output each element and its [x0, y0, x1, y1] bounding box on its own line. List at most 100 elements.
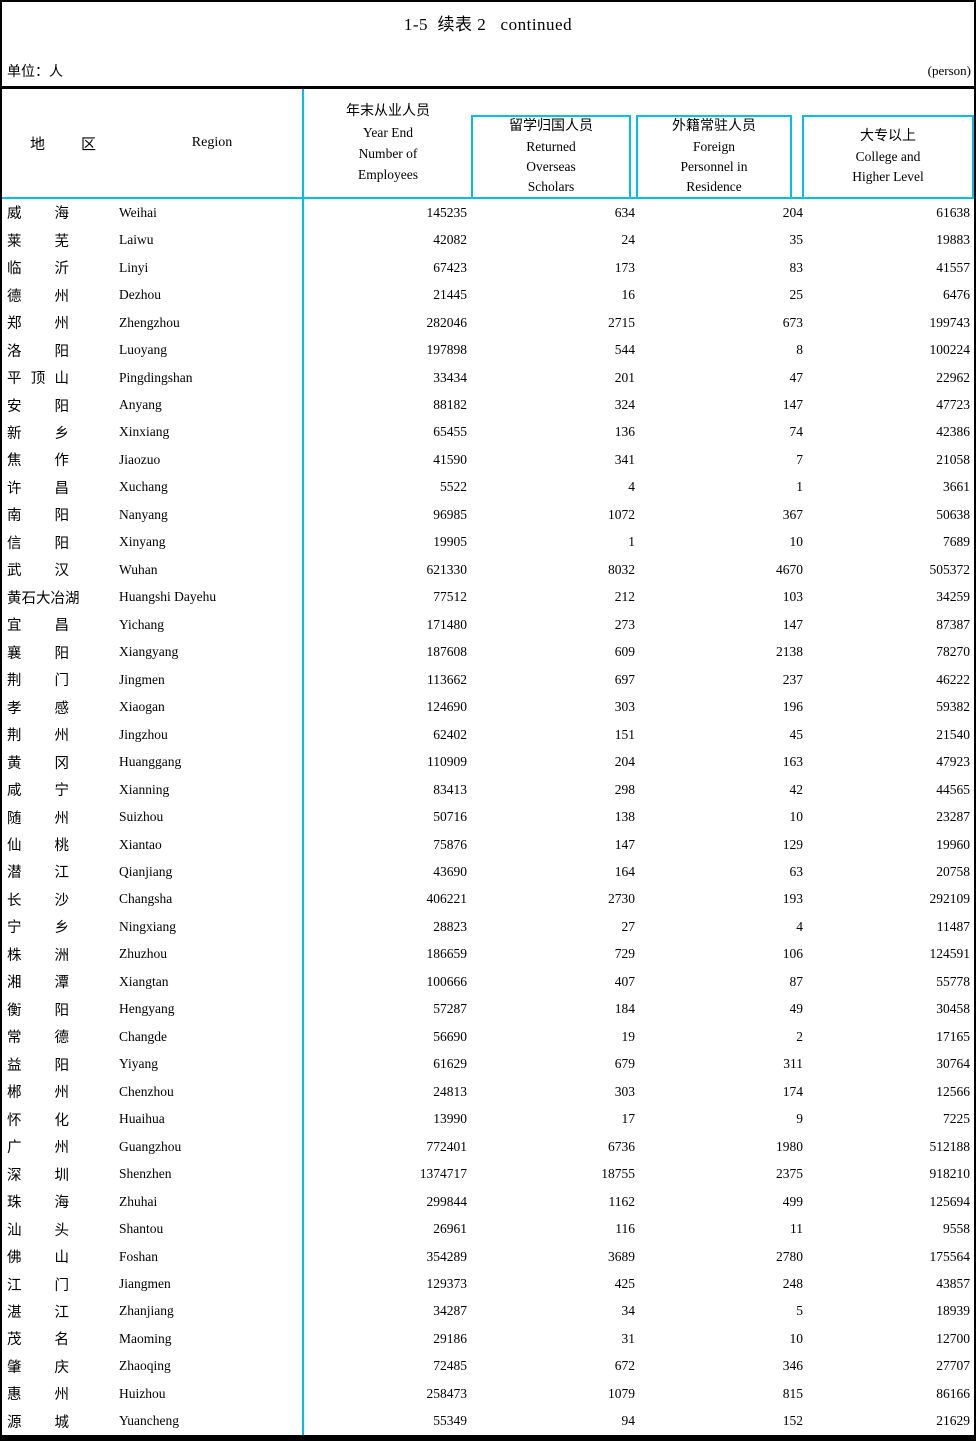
col-header-foreign-personnel-box: 外籍常驻人员 Foreign Personnel in Residence: [636, 115, 792, 197]
region-name-zh: 安阳: [7, 398, 69, 415]
value-college-and-higher: 23287: [936, 809, 970, 825]
value-returned-overseas-scholars: 324: [614, 397, 635, 413]
header-line: Residence: [686, 179, 742, 194]
table-row: 黄石大冶湖 Huangshi Dayehu 77512 212 103 3425…: [2, 584, 974, 611]
value-foreign-personnel: 815: [782, 1385, 803, 1401]
col-header-year-end-employees: 年末从业人员 Year End Number of Employees: [303, 89, 473, 197]
table-row: 莱芜 Laiwu 42082 24 35 19883: [2, 226, 974, 253]
value-college-and-higher: 50638: [936, 506, 970, 522]
region-name-zh: 潜江: [7, 865, 69, 882]
table-row: 平顶山 Pingdingshan 33434 201 47 22962: [2, 364, 974, 391]
value-foreign-personnel: 346: [782, 1358, 803, 1374]
region-name-en: Zhuzhou: [119, 946, 167, 962]
region-name-zh: 汕头: [7, 1222, 69, 1239]
value-returned-overseas-scholars: 34: [621, 1303, 636, 1319]
value-year-end-employees: 197898: [426, 342, 468, 358]
table-row: 咸宁 Xianning 83413 298 42 44565: [2, 776, 974, 803]
table-row: 湘潭 Xiangtan 100666 407 87 55778: [2, 968, 974, 995]
region-name-zh: 郴州: [7, 1085, 69, 1102]
value-foreign-personnel: 103: [782, 589, 803, 605]
value-returned-overseas-scholars: 1: [628, 534, 635, 550]
value-returned-overseas-scholars: 425: [614, 1276, 635, 1292]
region-name-en: Laiwu: [119, 232, 154, 248]
value-foreign-personnel: 9: [796, 1111, 803, 1127]
value-returned-overseas-scholars: 18755: [601, 1166, 635, 1182]
region-name-en: Xiangyang: [119, 644, 179, 660]
region-name-en: Pingdingshan: [119, 369, 193, 385]
region-name-en: Dezhou: [119, 287, 161, 303]
value-year-end-employees: 772401: [426, 1138, 468, 1154]
table-row: 新乡 Xinxiang 65455 136 74 42386: [2, 419, 974, 446]
value-returned-overseas-scholars: 8032: [608, 561, 635, 577]
header-line: Scholars: [527, 179, 575, 194]
value-year-end-employees: 113662: [427, 671, 467, 687]
region-name-zh: 咸宁: [7, 783, 69, 800]
value-returned-overseas-scholars: 303: [614, 699, 635, 715]
value-returned-overseas-scholars: 138: [614, 809, 635, 825]
value-year-end-employees: 299844: [426, 1193, 468, 1209]
value-foreign-personnel: 63: [789, 863, 804, 879]
region-name-en: Huaihua: [119, 1111, 165, 1127]
value-foreign-personnel: 2: [796, 1028, 803, 1044]
region-name-zh: 武汉: [7, 563, 69, 580]
region-name-en: Zhengzhou: [119, 314, 180, 330]
region-name-en: Foshan: [119, 1248, 159, 1264]
value-foreign-personnel: 129: [782, 836, 803, 852]
region-name-en: Shantou: [119, 1221, 164, 1237]
region-name-en: Xiangtan: [119, 973, 169, 989]
region-name-zh: 黄石大冶湖: [7, 590, 80, 607]
value-year-end-employees: 56690: [433, 1028, 467, 1044]
value-returned-overseas-scholars: 2730: [608, 891, 635, 907]
value-returned-overseas-scholars: 164: [614, 863, 635, 879]
value-college-and-higher: 47723: [936, 397, 970, 413]
value-college-and-higher: 42386: [936, 424, 970, 440]
value-college-and-higher: 7225: [943, 1111, 970, 1127]
table-row: 株洲 Zhuzhou 186659 729 106 124591: [2, 941, 974, 968]
value-returned-overseas-scholars: 2715: [608, 314, 635, 330]
region-name-en: Xianning: [119, 781, 170, 797]
value-foreign-personnel: 248: [782, 1276, 803, 1292]
value-returned-overseas-scholars: 27: [621, 918, 636, 934]
value-returned-overseas-scholars: 16: [621, 287, 636, 303]
table-row: 怀化 Huaihua 13990 17 9 7225: [2, 1105, 974, 1132]
table-row: 随州 Suizhou 50716 138 10 23287: [2, 803, 974, 830]
region-name-zh: 南阳: [7, 508, 69, 525]
value-college-and-higher: 19960: [936, 836, 970, 852]
region-name-en: Zhuhai: [119, 1193, 158, 1209]
value-foreign-personnel: 174: [782, 1083, 803, 1099]
header-line: Overseas: [526, 159, 576, 174]
value-year-end-employees: 77512: [433, 589, 467, 605]
value-year-end-employees: 186659: [426, 946, 468, 962]
table-row: 郴州 Chenzhou 24813 303 174 12566: [2, 1078, 974, 1105]
region-name-en: Chenzhou: [119, 1083, 174, 1099]
region-name-en: Yuancheng: [119, 1413, 179, 1429]
region-name-zh: 孝感: [7, 700, 69, 717]
region-name-en: Changsha: [119, 891, 173, 907]
table-row: 珠海 Zhuhai 299844 1162 499 125694: [2, 1188, 974, 1215]
value-returned-overseas-scholars: 31: [621, 1330, 636, 1346]
value-returned-overseas-scholars: 212: [614, 589, 635, 605]
region-name-en: Qianjiang: [119, 863, 173, 879]
value-college-and-higher: 175564: [929, 1248, 971, 1264]
value-foreign-personnel: 147: [782, 616, 803, 632]
value-year-end-employees: 129373: [426, 1276, 468, 1292]
value-returned-overseas-scholars: 173: [614, 259, 635, 275]
region-name-en: Anyang: [119, 397, 162, 413]
value-college-and-higher: 918210: [929, 1166, 971, 1182]
region-name-zh: 深圳: [7, 1167, 69, 1184]
value-year-end-employees: 43690: [433, 863, 467, 879]
region-name-zh: 许昌: [7, 480, 69, 497]
value-foreign-personnel: 2138: [776, 644, 803, 660]
region-name-en: Jiangmen: [119, 1276, 171, 1292]
region-name-zh: 源城: [7, 1414, 69, 1431]
table-row: 仙桃 Xiantao 75876 147 129 19960: [2, 831, 974, 858]
value-year-end-employees: 29186: [433, 1330, 467, 1346]
region-name-en: Weihai: [119, 204, 157, 220]
value-returned-overseas-scholars: 1162: [608, 1193, 636, 1209]
region-name-en: Yiyang: [119, 1056, 158, 1072]
value-college-and-higher: 125694: [929, 1193, 971, 1209]
value-foreign-personnel: 1980: [776, 1138, 803, 1154]
value-college-and-higher: 505372: [929, 561, 971, 577]
value-foreign-personnel: 196: [782, 699, 803, 715]
value-year-end-employees: 65455: [433, 424, 467, 440]
